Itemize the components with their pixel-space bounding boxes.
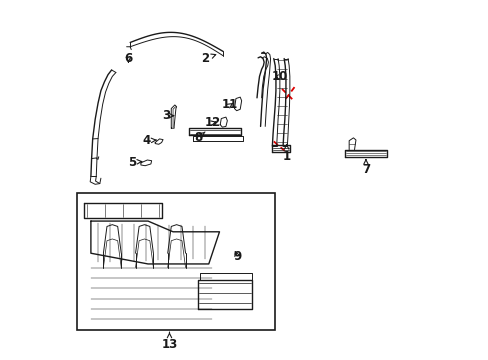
Text: 9: 9	[233, 250, 241, 263]
Text: 10: 10	[271, 70, 288, 83]
Text: 6: 6	[124, 52, 132, 65]
Text: 2: 2	[201, 52, 215, 65]
Text: 11: 11	[222, 99, 238, 112]
Text: 12: 12	[204, 116, 220, 129]
Text: 7: 7	[361, 159, 369, 176]
Bar	[77, 193, 274, 330]
Text: 13: 13	[161, 332, 177, 351]
Text: 5: 5	[127, 156, 142, 168]
Text: 3: 3	[162, 109, 173, 122]
Text: 1: 1	[282, 144, 290, 163]
Text: 4: 4	[142, 134, 156, 147]
Text: 8: 8	[194, 131, 204, 144]
